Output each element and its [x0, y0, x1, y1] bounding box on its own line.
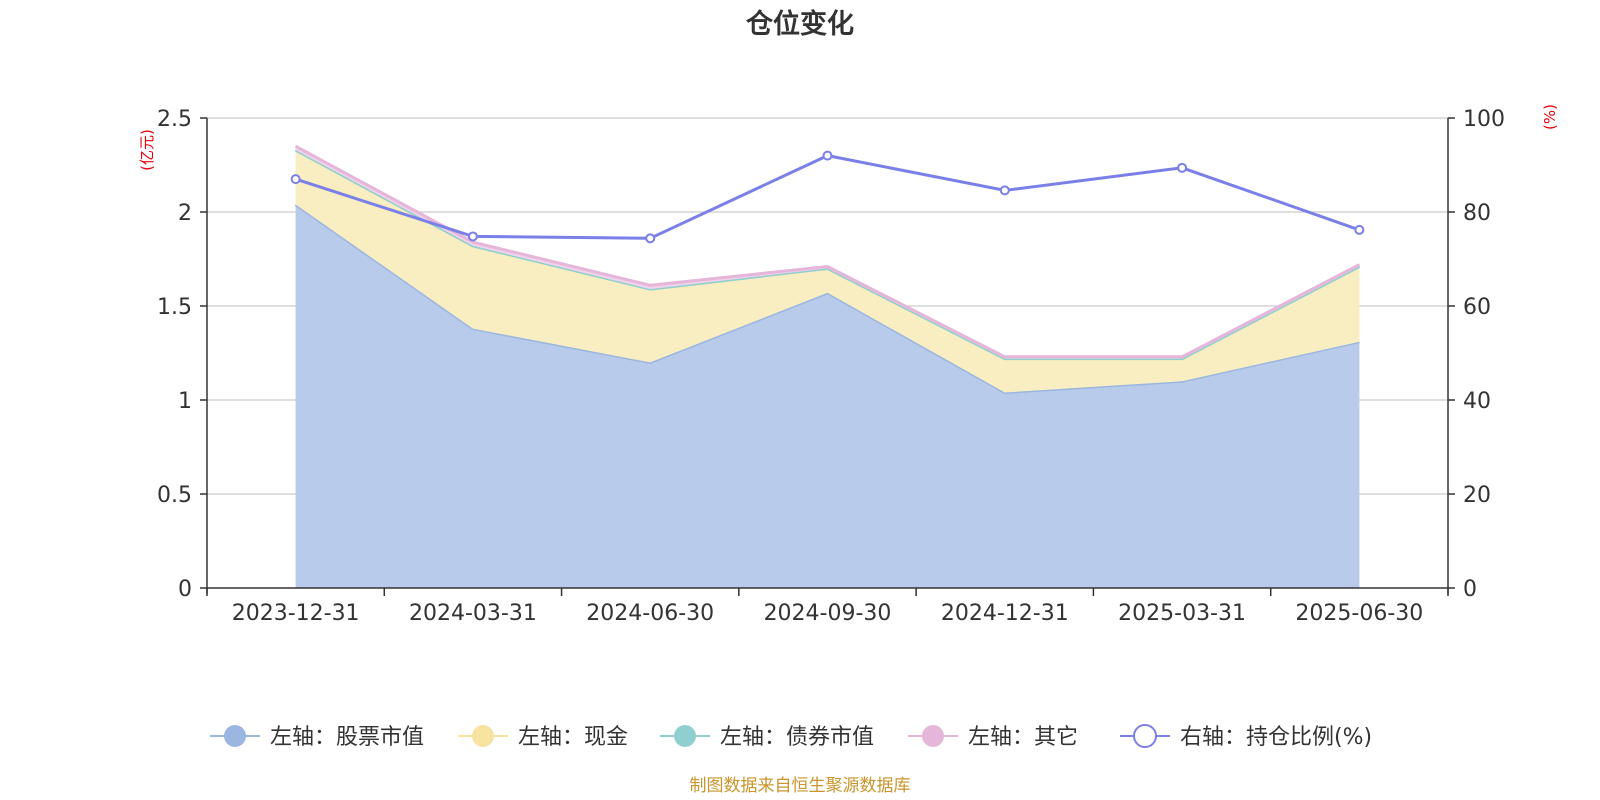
area-3	[295, 146, 1360, 359]
legend-swatch-marker	[472, 725, 494, 747]
ratio-point	[1354, 224, 1365, 235]
area-0	[295, 204, 1360, 588]
legend-swatch-marker	[1133, 724, 1157, 748]
x-axis-tick-label: 2024-06-30	[586, 601, 714, 626]
left-axis-tick-label: 1	[178, 389, 192, 414]
left-axis-tick-label: 1.5	[157, 295, 192, 320]
left-axis-tick-label: 0	[178, 577, 192, 602]
right-axis-tick-label: 0	[1463, 577, 1477, 602]
area-1	[295, 150, 1360, 393]
ratio-line	[295, 154, 1360, 240]
legend-label: 左轴：现金	[518, 725, 628, 750]
right-axis-tick-label: 40	[1463, 389, 1491, 414]
x-axis-tick-label: 2025-06-30	[1295, 601, 1423, 626]
area-line-3	[294, 144, 1361, 359]
x-axis-tick-label: 2024-09-30	[764, 601, 892, 626]
data-source-note: 制图数据来自恒生聚源数据库	[690, 776, 911, 796]
ratio-point	[999, 185, 1010, 196]
chart-title: 仓位变化	[745, 8, 854, 40]
left-axis-tick-label: 0.5	[157, 483, 192, 508]
legend-label: 左轴：股票市值	[270, 725, 424, 750]
legend-label: 左轴：债券市值	[720, 725, 874, 750]
right-axis-tick-label: 100	[1463, 107, 1505, 132]
area-series	[294, 144, 1361, 588]
x-axis-tick-label: 2024-12-31	[941, 601, 1069, 626]
ratio-point	[645, 233, 656, 244]
legend: 左轴：股票市值 左轴：现金 左轴：债券市值 左轴：其它 右轴：持仓比例(%)	[210, 724, 1372, 750]
legend-swatch-marker	[674, 725, 696, 747]
axes	[200, 117, 1455, 596]
left-axis-tick-label: 2.5	[157, 107, 192, 132]
legend-label: 右轴：持仓比例(%)	[1180, 725, 1372, 750]
x-axis-tick-label: 2024-03-31	[409, 601, 537, 626]
left-axis-unit: (亿元)	[138, 129, 156, 171]
right-axis-tick-label: 20	[1463, 483, 1491, 508]
ratio-point	[822, 150, 833, 161]
right-axis-tick-label: 80	[1463, 201, 1491, 226]
right-axis-unit: (%)	[1541, 104, 1559, 130]
x-axis-tick-label: 2025-03-31	[1118, 601, 1246, 626]
legend-swatch-marker	[922, 725, 944, 747]
right-axis-tick-label: 60	[1463, 295, 1491, 320]
tick-labels: 0 0.5 1 1.5 2 2.5 0 20 40 60 80 100 2023-12-31 2024-0…	[157, 107, 1505, 626]
legend-swatch-marker	[224, 725, 246, 747]
legend-label: 左轴：其它	[968, 725, 1078, 750]
line-series	[290, 150, 1365, 244]
x-axis-tick-label: 2023-12-31	[232, 601, 360, 626]
left-axis-tick-label: 2	[178, 201, 192, 226]
ratio-point	[1177, 162, 1188, 173]
ratio-point	[467, 231, 478, 242]
ratio-point	[290, 174, 301, 185]
